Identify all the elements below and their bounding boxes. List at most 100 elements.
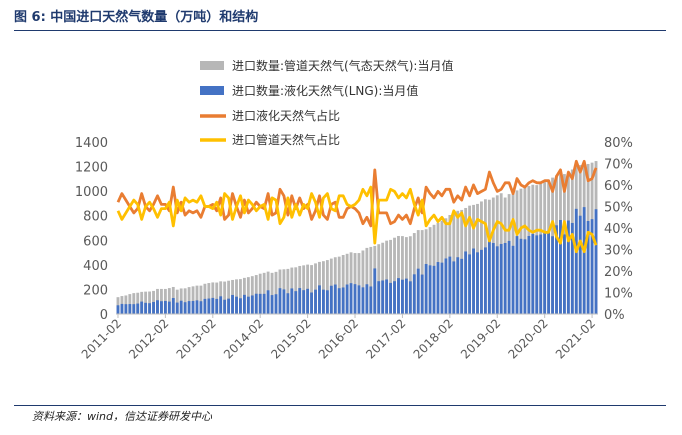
bar-pipeline-volume <box>227 280 231 314</box>
bar-lng-volume <box>483 247 487 314</box>
y-right-tick-label: 0% <box>604 308 625 323</box>
y-left-tick-label: 800 <box>83 210 108 225</box>
bar-lng-volume <box>298 288 302 314</box>
bar-layer <box>116 161 598 314</box>
bar-lng-volume <box>578 215 582 314</box>
y-left-tick-label: 400 <box>83 259 108 274</box>
bar-pipeline-volume <box>349 252 353 314</box>
bar-lng-volume <box>590 219 594 314</box>
bar-lng-volume <box>495 246 499 314</box>
bar-lng-volume <box>574 208 578 314</box>
legend-label-lng-share: 进口液化天然气占比 <box>232 108 340 123</box>
bar-pipeline-volume <box>183 288 187 314</box>
bar-pipeline-volume <box>270 272 274 314</box>
line-layer <box>116 159 598 254</box>
bar-pipeline-volume <box>223 281 227 314</box>
bar-lng-volume <box>321 289 325 314</box>
bar-pipeline-volume <box>369 246 373 314</box>
bar-pipeline-volume <box>148 291 152 314</box>
y-right-tick-label: 80% <box>604 136 633 151</box>
legend-label-lng-volume: 进口数量:液化天然气(LNG):当月值 <box>232 83 418 98</box>
x-tick-label: 2020-02 <box>505 316 550 361</box>
bar-lng-volume <box>163 300 167 314</box>
bar-lng-volume <box>543 232 547 314</box>
bar-lng-volume <box>128 304 132 314</box>
bar-lng-volume <box>570 222 574 314</box>
y-right-tick-label: 50% <box>604 201 633 216</box>
x-tick-label: 2016-02 <box>316 316 361 361</box>
bar-pipeline-volume <box>136 292 140 314</box>
x-tick-label: 2018-02 <box>411 316 456 361</box>
bar-lng-volume <box>156 300 159 314</box>
bar-lng-volume <box>325 290 329 314</box>
bar-lng-volume <box>381 280 385 314</box>
bar-lng-volume <box>566 220 570 314</box>
bar-pipeline-volume <box>274 271 278 314</box>
bar-lng-volume <box>377 281 381 314</box>
bar-pipeline-volume <box>187 287 191 314</box>
bar-lng-volume <box>246 296 250 314</box>
bar-lng-volume <box>171 298 175 314</box>
bar-lng-volume <box>278 288 282 314</box>
bar-lng-volume <box>559 220 562 314</box>
legend-label-pipeline-share: 进口管道天然气占比 <box>232 132 340 147</box>
bar-pipeline-volume <box>246 277 250 314</box>
bar-lng-volume <box>286 293 290 314</box>
bar-pipeline-volume <box>420 230 424 314</box>
bar-lng-volume <box>120 303 124 314</box>
bar-lng-volume <box>353 284 357 314</box>
bar-pipeline-volume <box>199 285 203 314</box>
bar-lng-volume <box>416 268 420 314</box>
bar-lng-volume <box>523 239 527 314</box>
bar-lng-volume <box>397 278 400 314</box>
bar-pipeline-volume <box>377 244 381 314</box>
y-left-tick-label: 600 <box>83 234 108 249</box>
bar-lng-volume <box>460 258 464 314</box>
bar-pipeline-volume <box>325 260 329 314</box>
bar-pipeline-volume <box>203 283 207 314</box>
bar-lng-volume <box>404 278 408 314</box>
bar-lng-volume <box>258 293 262 314</box>
bar-lng-volume <box>480 249 483 314</box>
bar-lng-volume <box>341 287 345 314</box>
bar-lng-volume <box>424 263 428 314</box>
y-right-tick-label: 10% <box>604 287 633 302</box>
bar-lng-volume <box>179 300 183 314</box>
bar-pipeline-volume <box>397 235 400 314</box>
bar-lng-volume <box>365 284 369 314</box>
y-right-tick-label: 40% <box>604 222 633 237</box>
bar-pipeline-volume <box>302 265 306 314</box>
legend-swatch-pipeline-volume <box>200 61 224 70</box>
bar-lng-volume <box>361 287 365 314</box>
bar-lng-volume <box>215 298 219 314</box>
bar-lng-volume <box>290 288 294 314</box>
bar-pipeline-volume <box>314 263 317 314</box>
bar-lng-volume <box>432 265 436 314</box>
bar-lng-volume <box>160 301 163 314</box>
bar-lng-volume <box>152 301 155 314</box>
bar-lng-volume <box>148 303 152 314</box>
legend: 进口数量:管道天然气(气态天然气):当月值 进口数量:液化天然气(LNG):当月… <box>200 58 453 147</box>
x-tick-label: 2014-02 <box>221 316 266 361</box>
bar-lng-volume <box>562 234 566 314</box>
title-rule <box>14 30 666 31</box>
bar-lng-volume <box>369 286 373 314</box>
bar-lng-volume <box>401 279 404 314</box>
bar-lng-volume <box>223 299 227 314</box>
bar-lng-volume <box>254 293 258 314</box>
bar-lng-volume <box>235 296 238 314</box>
bar-pipeline-volume <box>381 242 385 314</box>
bar-pipeline-volume <box>239 279 242 314</box>
bar-pipeline-volume <box>389 239 393 314</box>
bar-lng-volume <box>468 254 472 314</box>
x-tick-label: 2013-02 <box>174 316 219 361</box>
bar-lng-volume <box>211 297 215 314</box>
bar-lng-volume <box>444 258 448 314</box>
bar-lng-volume <box>519 238 523 314</box>
bar-lng-volume <box>491 242 495 314</box>
y-right-tick-label: 20% <box>604 265 633 280</box>
bar-pipeline-volume <box>385 240 389 314</box>
bar-lng-volume <box>555 225 558 314</box>
bar-pipeline-volume <box>250 276 254 314</box>
line-pipeline-share <box>116 185 598 254</box>
